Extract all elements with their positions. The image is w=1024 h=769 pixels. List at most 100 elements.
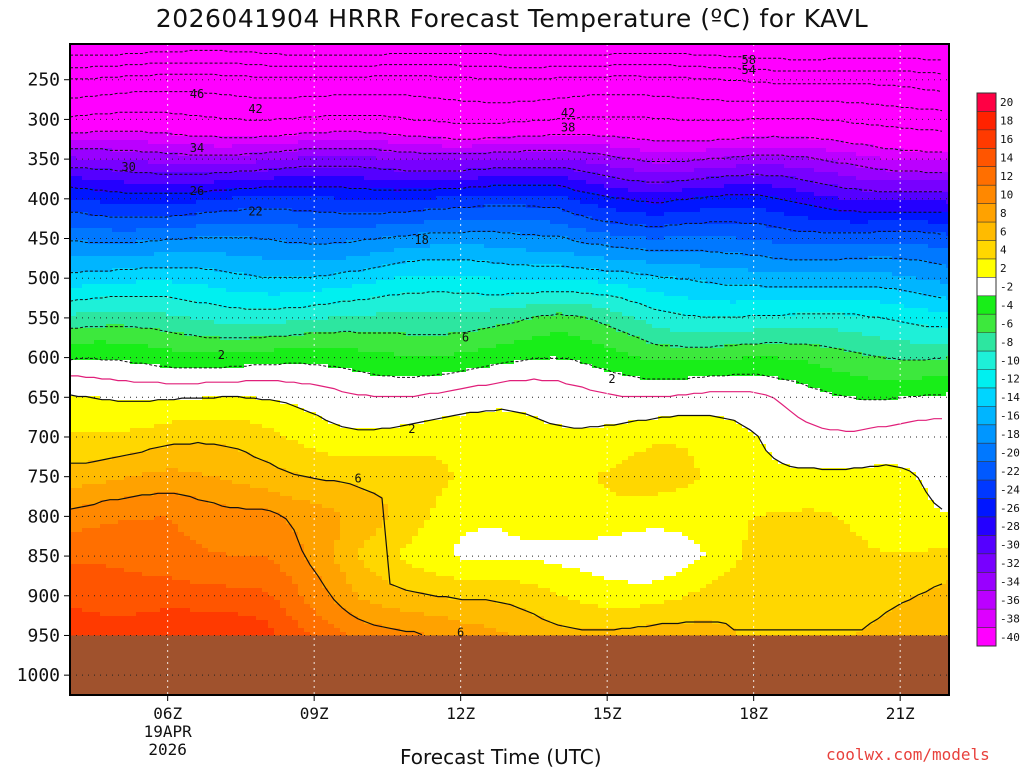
temperature-cell (244, 300, 251, 305)
temperature-cell (250, 308, 257, 313)
temperature-cell (118, 616, 125, 621)
temperature-cell (100, 208, 107, 213)
temperature-cell (226, 372, 233, 377)
temperature-cell (130, 572, 137, 577)
temperature-cell (256, 576, 263, 581)
temperature-cell (70, 632, 77, 637)
temperature-cell (232, 408, 239, 413)
temperature-cell (232, 296, 239, 301)
temperature-cell (184, 524, 191, 529)
temperature-cell (160, 184, 167, 189)
temperature-cell (232, 372, 239, 377)
temperature-cell (184, 256, 191, 261)
temperature-cell (166, 556, 173, 561)
temperature-cell (190, 112, 197, 117)
temperature-cell (208, 288, 215, 293)
temperature-cell (82, 572, 89, 577)
temperature-cell (124, 144, 131, 149)
temperature-cell (112, 604, 119, 609)
temperature-cell (160, 276, 167, 281)
temperature-cell (94, 284, 101, 289)
temperature-cell (178, 564, 185, 569)
temperature-cell (100, 172, 107, 177)
temperature-cell (190, 480, 197, 485)
temperature-cell (106, 400, 113, 405)
temperature-cell (202, 400, 209, 405)
temperature-cell (82, 332, 89, 337)
temperature-cell (268, 296, 275, 301)
temperature-cell (106, 612, 113, 617)
temperature-cell (124, 412, 131, 417)
temperature-cell (160, 220, 167, 225)
temperature-cell (232, 44, 239, 49)
temperature-cell (130, 448, 137, 453)
temperature-cell (82, 184, 89, 189)
temperature-cell (196, 624, 203, 629)
temperature-cell (124, 84, 131, 89)
temperature-cell (262, 216, 269, 221)
temperature-cell (220, 616, 227, 621)
temperature-cell (208, 164, 215, 169)
temperature-cell (268, 404, 275, 409)
temperature-cell (160, 520, 167, 525)
temperature-cell (76, 348, 83, 353)
temperature-cell (244, 56, 251, 61)
temperature-cell (178, 348, 185, 353)
temperature-cell (142, 468, 149, 473)
temperature-cell (130, 476, 137, 481)
temperature-cell (202, 492, 209, 497)
temperature-cell (154, 480, 161, 485)
temperature-cell (196, 308, 203, 313)
temperature-cell (118, 580, 125, 585)
temperature-cell (202, 144, 209, 149)
temperature-cell (82, 300, 89, 305)
temperature-cell (160, 620, 167, 625)
temperature-cell (226, 424, 233, 429)
temperature-cell (172, 616, 179, 621)
temperature-cell (220, 440, 227, 445)
temperature-cell (118, 280, 125, 285)
temperature-cell (214, 624, 221, 629)
temperature-cell (142, 88, 149, 93)
temperature-cell (196, 488, 203, 493)
temperature-cell (208, 348, 215, 353)
temperature-cell (232, 488, 239, 493)
temperature-cell (202, 148, 209, 153)
temperature-cell (94, 568, 101, 573)
temperature-cell (70, 172, 77, 177)
temperature-cell (178, 136, 185, 141)
temperature-cell (196, 408, 203, 413)
temperature-cell (130, 60, 137, 65)
temperature-cell (88, 360, 95, 365)
temperature-cell (106, 596, 113, 601)
temperature-cell (220, 136, 227, 141)
temperature-cell (256, 148, 263, 153)
temperature-cell (76, 444, 83, 449)
temperature-cell (130, 52, 137, 57)
temperature-cell (100, 348, 107, 353)
temperature-cell (118, 588, 125, 593)
temperature-cell (202, 504, 209, 509)
temperature-cell (136, 312, 143, 317)
temperature-cell (202, 448, 209, 453)
temperature-cell (238, 516, 245, 521)
temperature-cell (106, 552, 113, 557)
temperature-cell (202, 176, 209, 181)
temperature-cell (76, 560, 83, 565)
temperature-cell (154, 48, 161, 53)
temperature-cell (244, 344, 251, 349)
temperature-cell (76, 132, 83, 137)
temperature-cell (238, 580, 245, 585)
temperature-cell (166, 120, 173, 125)
temperature-cell (70, 480, 77, 485)
temperature-cell (214, 580, 221, 585)
temperature-cell (262, 384, 269, 389)
temperature-cell (214, 120, 221, 125)
temperature-cell (226, 464, 233, 469)
temperature-cell (244, 304, 251, 309)
temperature-cell (70, 320, 77, 325)
temperature-cell (88, 276, 95, 281)
temperature-cell (208, 100, 215, 105)
temperature-cell (208, 96, 215, 101)
temperature-cell (232, 160, 239, 165)
